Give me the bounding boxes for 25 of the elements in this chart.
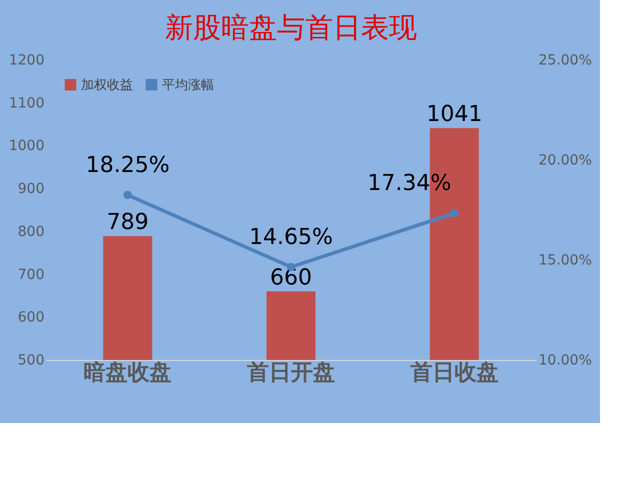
point <box>123 190 132 200</box>
y2-tick-label: 10.00% <box>538 352 592 368</box>
y2-tick-label: 20.00% <box>538 152 592 168</box>
chart-title: 新股暗盘与首日表现 <box>165 11 417 44</box>
y-tick-label: 900 <box>18 181 44 198</box>
x-tick-label: 首日收盘 <box>409 360 498 386</box>
data-label: 18.25% <box>86 153 170 178</box>
point <box>450 209 459 218</box>
legend-label: 平均涨幅 <box>162 78 214 93</box>
y-tick-label: 700 <box>18 266 44 283</box>
y-tick-label: 1200 <box>8 52 44 68</box>
y-tick-label: 1000 <box>8 138 44 154</box>
data-label: 660 <box>270 265 312 290</box>
y-tick-label: 600 <box>18 310 44 326</box>
legend-label: 加权收益 <box>81 78 133 93</box>
data-label: 1041 <box>426 102 482 128</box>
y-tick-label: 800 <box>18 224 44 240</box>
data-label: 14.65% <box>249 225 333 250</box>
x-tick-label: 暗盘收盘 <box>84 360 172 386</box>
y2-tick-label: 15.00% <box>538 252 592 268</box>
y-tick-label: 500 <box>18 352 44 368</box>
y-tick-label: 1100 <box>8 95 44 112</box>
data-label: 789 <box>106 210 149 236</box>
y2-tick-label: 25.00% <box>538 52 592 68</box>
x-tick-label: 首日开盘 <box>246 360 335 386</box>
